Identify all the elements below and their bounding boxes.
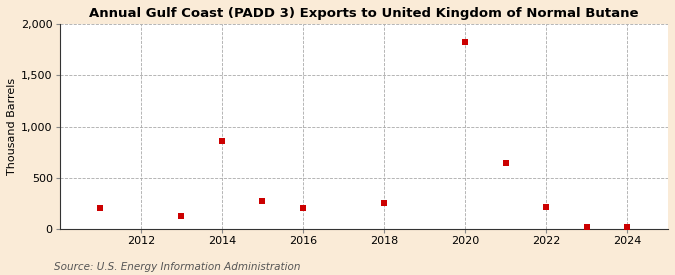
Point: [176, 214, 187, 218]
Point: [622, 225, 633, 229]
Point: [257, 199, 268, 203]
Y-axis label: Thousand Barrels: Thousand Barrels: [7, 78, 17, 175]
Point: [217, 139, 227, 144]
Point: [460, 40, 470, 45]
Title: Annual Gulf Coast (PADD 3) Exports to United Kingdom of Normal Butane: Annual Gulf Coast (PADD 3) Exports to Un…: [89, 7, 639, 20]
Point: [379, 201, 389, 205]
Text: Source: U.S. Energy Information Administration: Source: U.S. Energy Information Administ…: [54, 262, 300, 272]
Point: [298, 205, 308, 210]
Point: [95, 206, 106, 210]
Point: [500, 161, 511, 165]
Point: [582, 225, 593, 229]
Point: [541, 205, 551, 209]
